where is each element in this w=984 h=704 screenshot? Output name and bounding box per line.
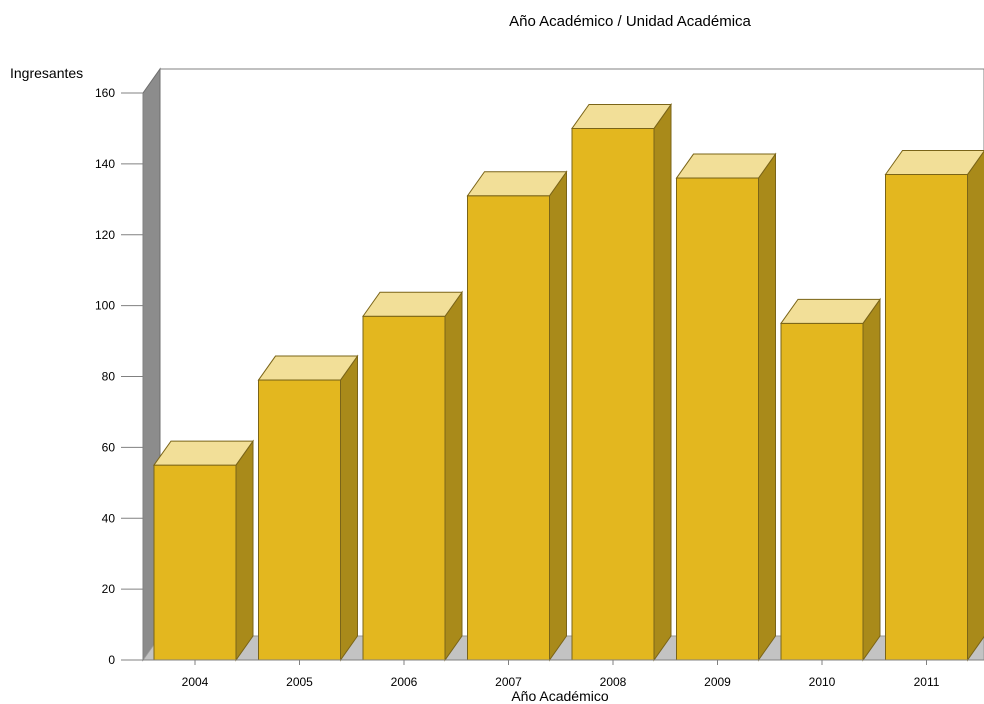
y-axis: 0 20 40 60 80 100 120 140 160 [95, 86, 144, 667]
bar-side [758, 152, 776, 662]
bar-front [362, 315, 446, 661]
x-axis: 2004 2005 2006 2007 2008 2009 2010 2011 [121, 659, 984, 689]
x-tick-label: 2006 [391, 675, 418, 689]
bar-2006 [362, 290, 463, 662]
x-tick-label: 2011 [914, 675, 940, 689]
bar-top [257, 355, 359, 381]
bar-2009 [675, 152, 777, 662]
y-tick-label: 60 [102, 440, 116, 454]
bars [153, 102, 984, 662]
bar-2010 [780, 297, 881, 662]
bar-side [235, 439, 254, 662]
y-tick-label: 20 [102, 582, 116, 596]
bar-front [676, 177, 759, 661]
bar-side [549, 170, 567, 662]
bar-2004 [153, 439, 254, 662]
bar-2007 [466, 170, 568, 662]
bar-front [153, 464, 237, 661]
bar-top [466, 171, 568, 197]
bar-2008 [571, 102, 672, 662]
bar-front [885, 174, 968, 661]
x-tick-label: 2004 [182, 675, 209, 689]
bar-side [967, 150, 984, 662]
bar-top [153, 440, 254, 466]
y-tick-label: 140 [95, 157, 115, 171]
chart-title: Año Académico / Unidad Académica [509, 13, 751, 30]
bar-top [362, 291, 463, 317]
x-tick-label: 2009 [704, 675, 731, 689]
x-tick-label: 2005 [286, 675, 313, 689]
bar-front [780, 322, 864, 661]
bar-front [571, 127, 655, 661]
bar-2011 [884, 150, 984, 662]
bar-front [467, 195, 550, 661]
x-tick-label: 2007 [495, 675, 522, 689]
y-tick-label: 160 [95, 86, 115, 100]
bar-side [862, 297, 881, 662]
y-tick-label: 0 [108, 653, 115, 667]
bar-front [258, 379, 341, 661]
x-axis-title: Año Académico [511, 688, 608, 704]
y-tick-label: 40 [102, 511, 116, 525]
bar-2005 [257, 354, 359, 662]
bar-top [780, 298, 881, 324]
bar-side [340, 354, 358, 662]
bar-top [571, 103, 672, 129]
bar-top [884, 150, 984, 176]
y-tick-label: 100 [95, 299, 115, 313]
y-tick-label: 120 [95, 228, 115, 242]
y-axis-title: Ingresantes [10, 65, 83, 81]
x-tick-label: 2010 [809, 675, 836, 689]
bar-side [444, 290, 463, 662]
bar-top [675, 153, 777, 179]
y-tick-label: 80 [102, 370, 116, 384]
x-tick-label: 2008 [600, 675, 627, 689]
bar-side [653, 102, 672, 662]
